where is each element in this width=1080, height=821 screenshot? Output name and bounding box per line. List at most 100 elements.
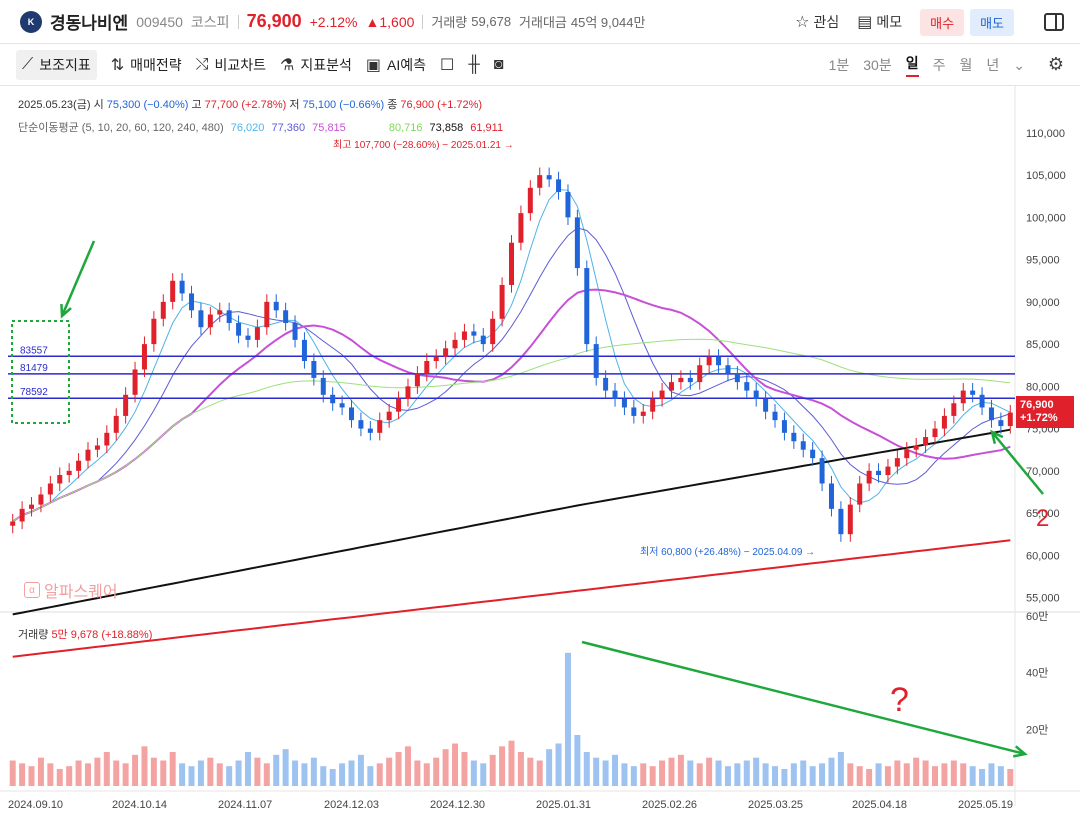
candle-body xyxy=(537,175,543,188)
volume-bar xyxy=(649,766,656,786)
volume-bar xyxy=(442,749,449,786)
stock-header: K 경동나비엔 009450 코스피 76,900 +2.12% ▲1,600 … xyxy=(0,0,1080,44)
side-panel-icon[interactable] xyxy=(1044,13,1064,31)
candle-body xyxy=(687,377,693,383)
price-axis-label: 95,000 xyxy=(1026,255,1060,267)
volume-bar xyxy=(103,752,110,786)
candle-body xyxy=(132,369,138,395)
candle-body xyxy=(198,310,204,328)
candle-body xyxy=(433,356,439,361)
candle-body xyxy=(781,420,787,433)
volume-bar xyxy=(828,757,835,786)
volume-bar xyxy=(687,760,694,786)
period-1min[interactable]: 1분 xyxy=(828,57,850,73)
candle-body xyxy=(565,192,571,218)
time-axis-label: 2025.04.18 xyxy=(852,799,907,811)
candle-body xyxy=(179,280,185,294)
volume-bar xyxy=(932,766,939,786)
candle-body xyxy=(932,428,938,438)
strategy-button[interactable]: ⇅ 매매전략 xyxy=(110,56,182,74)
divider xyxy=(237,14,239,29)
volume-bar xyxy=(894,760,901,786)
volume-bar xyxy=(28,766,35,786)
period-30min[interactable]: 30분 xyxy=(863,57,892,73)
stock-name[interactable]: 경동나비엔 xyxy=(50,14,129,33)
square-icon: ☐ xyxy=(440,56,455,74)
candle-body xyxy=(866,470,872,484)
candle-body xyxy=(988,407,994,421)
volume-bar xyxy=(762,763,769,786)
period-week[interactable]: 주 xyxy=(932,57,946,73)
ma240-line xyxy=(12,539,1011,658)
period-day[interactable]: 일 xyxy=(905,53,919,77)
candle-body xyxy=(189,293,195,311)
candle-body xyxy=(254,327,260,340)
candle-body xyxy=(725,365,731,374)
sell-button[interactable]: 매도 xyxy=(970,8,1014,36)
gear-icon[interactable]: ⚙ xyxy=(1047,54,1064,74)
volume-bar xyxy=(386,757,393,786)
volume-legend: 거래량 5만 9,678 (+18.88%) xyxy=(18,629,153,641)
volume-bar xyxy=(141,746,148,786)
candle-body xyxy=(621,399,627,408)
ma-values: 76,020 77,360 75,815 80,716 73,858 61,91… xyxy=(227,122,503,134)
volume-bar xyxy=(706,757,713,786)
indicators-button[interactable]: ⟋ 보조지표 xyxy=(16,49,97,80)
price-chart[interactable]: 110,000 105,000 100,000 95,000 90,000 85,000 8… xyxy=(0,86,1080,821)
volume-bar xyxy=(696,763,703,786)
volume-bar xyxy=(941,763,948,786)
volume-bar xyxy=(56,769,63,786)
candle-body xyxy=(339,403,345,408)
period-month[interactable]: 월 xyxy=(959,57,973,73)
volume-bar xyxy=(640,763,647,786)
volume-bar xyxy=(188,766,195,786)
chevron-down-icon[interactable]: ⌄ xyxy=(1013,56,1025,73)
candle-body xyxy=(367,428,373,433)
high-annotation: 최고 107,700 (−28.60%) − 2025.01.21 → xyxy=(333,139,514,151)
volume-bar xyxy=(452,743,459,786)
candle-body xyxy=(857,483,863,505)
watch-button[interactable]: ☆ 관심 xyxy=(795,14,840,31)
volume-bar xyxy=(979,769,986,786)
candle-body xyxy=(800,441,806,450)
candle-body xyxy=(311,361,317,378)
ai-button[interactable]: ▣ AI예측 xyxy=(365,56,427,74)
candle-body xyxy=(47,483,53,495)
candle-body xyxy=(104,432,110,446)
volume-bar xyxy=(160,760,167,786)
turnover-label: 거래대금 xyxy=(519,15,567,30)
chart-area[interactable]: 110,000 105,000 100,000 95,000 90,000 85,000 8… xyxy=(0,86,1080,821)
volume-bar xyxy=(480,763,487,786)
volume-bar xyxy=(602,760,609,786)
watermark-logo-icon: α xyxy=(24,582,40,598)
volume-bar xyxy=(19,763,26,786)
volume-bar xyxy=(724,766,731,786)
candle-body xyxy=(697,365,703,383)
candle-body xyxy=(941,415,947,429)
volume-bar xyxy=(150,757,157,786)
candle-body xyxy=(650,399,656,412)
chart-square-button[interactable]: ☐ xyxy=(440,55,454,75)
screenshot-button[interactable]: ◙ xyxy=(494,56,504,74)
candle-type-button[interactable]: ╫ xyxy=(468,56,479,74)
volume-bar xyxy=(320,766,327,786)
dotted-highlight-box xyxy=(11,320,70,424)
buy-button[interactable]: 매수 xyxy=(920,8,965,36)
volume-bar xyxy=(470,760,477,786)
period-year[interactable]: 년 xyxy=(986,57,1000,73)
volume-bar xyxy=(753,757,760,786)
memo-button[interactable]: ▤ 메모 xyxy=(857,14,903,31)
price-axis-label: 55,000 xyxy=(1026,593,1060,605)
ai-chip-icon: ▣ xyxy=(365,56,382,74)
volume-bar xyxy=(197,760,204,786)
candle-body xyxy=(85,449,91,461)
volume-bar xyxy=(536,760,543,786)
volume-bar xyxy=(988,763,995,786)
stock-code: 009450 xyxy=(136,13,183,30)
analysis-button[interactable]: ⚗ 지표분석 xyxy=(280,56,352,74)
compare-button[interactable]: ⤭ 비교차트 xyxy=(195,55,267,73)
horizontal-level-label: 83557 xyxy=(20,345,48,356)
chart-toolbar: ⟋ 보조지표 ⇅ 매매전략 ⤭ 비교차트 ⚗ 지표분석 ▣ AI예측 ☐ ╫ ◙ 1분 3… xyxy=(0,44,1080,86)
candle-body xyxy=(876,470,882,476)
volume-bar xyxy=(310,757,317,786)
